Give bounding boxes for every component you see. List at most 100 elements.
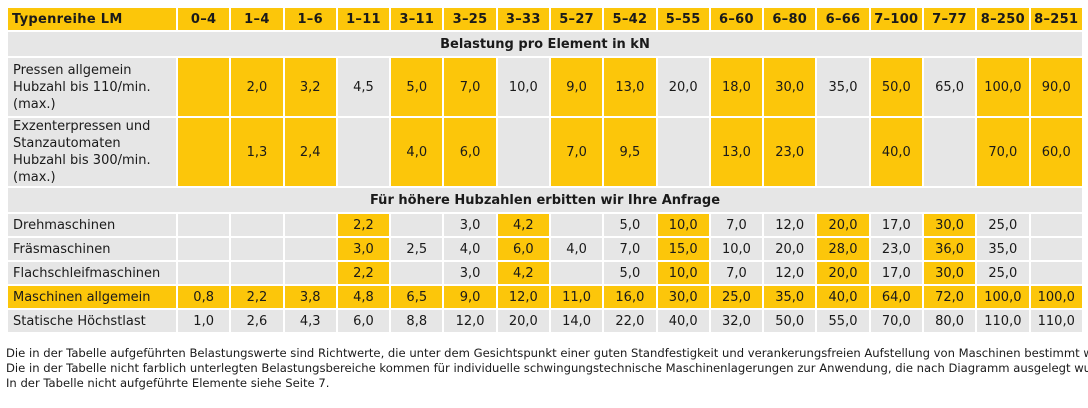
load-value-cell: 4,2 (497, 262, 549, 284)
load-value-cell: 28,0 (817, 238, 869, 260)
load-value-cell: 60,0 (1030, 118, 1082, 186)
load-value-cell: 10,0 (657, 214, 709, 236)
type-column-header: 3–25 (444, 8, 496, 30)
type-column-header: 5–27 (550, 8, 603, 30)
load-value-cell: 20,0 (817, 262, 869, 284)
load-value-cell: 50,0 (870, 58, 922, 116)
load-value-cell (337, 118, 390, 186)
note-uncolored-ranges: Die in der Tabelle nicht farblich unterl… (6, 361, 1088, 375)
load-value-cell: 4,0 (391, 118, 443, 186)
load-value-cell: 1,0 (178, 310, 230, 332)
load-value-cell: 80,0 (923, 310, 976, 332)
section-load-row: Belastung pro Element in kN (8, 32, 1082, 56)
type-column-header: 6–60 (710, 8, 763, 30)
load-value-cell: 8,8 (391, 310, 443, 332)
load-value-cell: 2,2 (337, 214, 390, 236)
load-value-cell: 12,0 (497, 286, 549, 308)
type-column-header: 3–11 (391, 8, 443, 30)
load-value-cell (284, 214, 336, 236)
load-value-cell: 35,0 (764, 286, 816, 308)
row-label: Maschinen allgemein (8, 286, 176, 308)
load-value-cell: 10,0 (710, 238, 763, 260)
type-column-header: 5–42 (604, 8, 656, 30)
note-other-elements: In der Tabelle nicht aufgeführte Element… (6, 376, 330, 390)
load-value-cell: 17,0 (870, 262, 922, 284)
load-value-cell: 7,0 (604, 238, 656, 260)
load-value-cell: 0,8 (178, 286, 230, 308)
load-value-cell: 11,0 (550, 286, 603, 308)
load-value-cell: 12,0 (764, 214, 816, 236)
load-value-cell: 40,0 (657, 310, 709, 332)
row-label: Drehmaschinen (8, 214, 176, 236)
load-value-cell: 7,0 (710, 214, 763, 236)
load-value-cell: 3,0 (444, 262, 496, 284)
table-row: Pressen allgemein Hubzahl bis 110/min. (… (8, 58, 1082, 116)
load-value-cell: 4,0 (444, 238, 496, 260)
load-value-cell: 36,0 (923, 238, 976, 260)
load-value-cell: 20,0 (657, 58, 709, 116)
type-column-header: 8–250 (977, 8, 1029, 30)
load-value-cell (391, 262, 443, 284)
load-value-cell: 22,0 (604, 310, 656, 332)
load-value-cell: 12,0 (764, 262, 816, 284)
type-column-header: 5–55 (657, 8, 709, 30)
table-row: Maschinen allgemein 0,8 2,2 3,8 4,8 6,5 9,0 12,… (8, 286, 1082, 308)
load-value-cell: 4,5 (337, 58, 390, 116)
load-value-cell (817, 118, 869, 186)
load-value-cell: 32,0 (710, 310, 763, 332)
load-value-cell: 4,3 (284, 310, 336, 332)
load-value-cell: 3,2 (284, 58, 336, 116)
table-row: Exzenterpressen und Stanzautomaten Hubza… (8, 118, 1082, 186)
load-value-cell (231, 238, 283, 260)
load-value-cell: 1,3 (231, 118, 283, 186)
load-value-cell (284, 238, 336, 260)
load-value-cell: 70,0 (977, 118, 1029, 186)
load-table-panel: Typenreihe LM 0–4 1–4 1–6 1–11 3–11 3–25 3–33 5… (6, 6, 1088, 391)
load-value-cell: 30,0 (657, 286, 709, 308)
load-value-cell: 2,2 (231, 286, 283, 308)
table-row: Flachschleifmaschinen 2,2 3,0 4,2 5,0 10,0 7,0… (8, 262, 1082, 284)
load-value-cell (550, 214, 603, 236)
load-value-cell: 70,0 (870, 310, 922, 332)
load-value-cell (1030, 262, 1082, 284)
load-value-cell: 12,0 (444, 310, 496, 332)
load-value-cell: 6,5 (391, 286, 443, 308)
load-value-cell: 25,0 (977, 262, 1029, 284)
load-value-cell (178, 58, 230, 116)
load-value-cell (391, 214, 443, 236)
load-value-cell: 64,0 (870, 286, 922, 308)
type-column-header: 1–6 (284, 8, 336, 30)
section-inquiry-heading: Für höhere Hubzahlen erbitten wir Ihre A… (8, 188, 1082, 212)
load-value-cell: 100,0 (977, 286, 1029, 308)
section-load-heading: Belastung pro Element in kN (8, 32, 1082, 56)
load-value-cell: 2,5 (391, 238, 443, 260)
load-value-cell: 100,0 (1030, 286, 1082, 308)
load-value-cell: 9,0 (550, 58, 603, 116)
type-series-label: Typenreihe LM (8, 8, 176, 30)
load-value-cell: 3,0 (337, 238, 390, 260)
load-value-cell (284, 262, 336, 284)
load-value-cell: 72,0 (923, 286, 976, 308)
type-column-header: 7–77 (923, 8, 976, 30)
load-value-cell: 50,0 (764, 310, 816, 332)
load-value-cell (550, 262, 603, 284)
load-value-cell: 3,0 (444, 214, 496, 236)
load-value-cell: 55,0 (817, 310, 869, 332)
load-value-cell: 7,0 (710, 262, 763, 284)
load-value-cell: 20,0 (764, 238, 816, 260)
load-value-cell: 13,0 (710, 118, 763, 186)
type-series-header-row: Typenreihe LM 0–4 1–4 1–6 1–11 3–11 3–25 3–33 5… (8, 8, 1082, 30)
load-value-cell: 23,0 (764, 118, 816, 186)
load-value-cell: 14,0 (550, 310, 603, 332)
table-row: Statische Höchstlast 1,0 2,6 4,3 6,0 8,8 12,0 2… (8, 310, 1082, 332)
load-value-cell: 16,0 (604, 286, 656, 308)
type-column-header: 7–100 (870, 8, 922, 30)
table-row: Drehmaschinen 2,2 3,0 4,2 5,0 10,0 7,0 12,0 20,0… (8, 214, 1082, 236)
load-value-cell: 3,8 (284, 286, 336, 308)
load-value-cell (178, 118, 230, 186)
load-value-cell: 2,2 (337, 262, 390, 284)
row-label: Exzenterpressen und Stanzautomaten Hubza… (8, 118, 176, 186)
load-value-cell: 110,0 (977, 310, 1029, 332)
type-column-header: 0–4 (178, 8, 230, 30)
load-value-cell: 6,0 (337, 310, 390, 332)
